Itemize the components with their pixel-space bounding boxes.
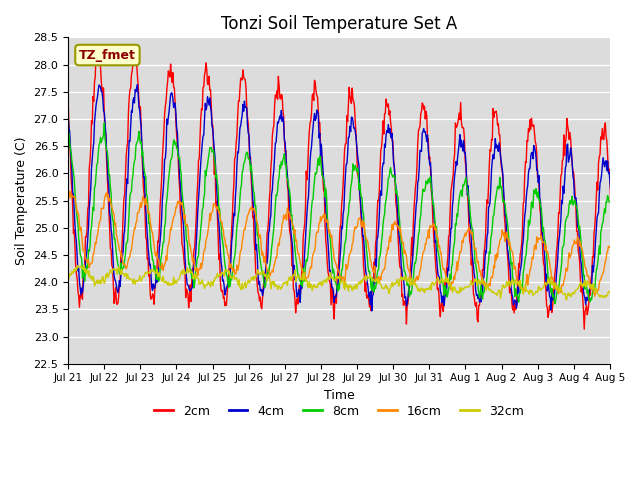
4cm (64, 113, 72, 119)
Legend: 2cm, 4cm, 8cm, 16cm, 32cm: 2cm, 4cm, 8cm, 16cm, 32cm (149, 400, 529, 423)
2cm (580, 326, 588, 332)
Title: Tonzi Soil Temperature Set A: Tonzi Soil Temperature Set A (221, 15, 457, 33)
8cm (100, 120, 108, 126)
Line: 8cm: 8cm (68, 123, 640, 307)
2cm (93, 42, 100, 48)
32cm (268, 281, 275, 287)
4cm (132, 89, 140, 95)
32cm (64, 276, 72, 281)
32cm (289, 272, 297, 278)
4cm (134, 82, 141, 87)
16cm (268, 269, 275, 275)
8cm (133, 140, 141, 146)
8cm (450, 243, 458, 249)
2cm (268, 156, 275, 162)
2cm (450, 158, 458, 164)
32cm (563, 297, 570, 303)
16cm (450, 274, 458, 279)
8cm (621, 304, 628, 310)
32cm (450, 287, 458, 293)
Line: 16cm: 16cm (68, 191, 640, 298)
16cm (418, 258, 426, 264)
32cm (418, 285, 426, 291)
4cm (289, 272, 297, 278)
16cm (66, 188, 74, 194)
Text: TZ_fmet: TZ_fmet (79, 48, 136, 61)
32cm (239, 286, 247, 292)
4cm (368, 308, 376, 314)
2cm (133, 62, 141, 68)
4cm (419, 131, 426, 136)
4cm (451, 172, 458, 178)
16cm (64, 197, 72, 203)
2cm (239, 67, 247, 73)
8cm (418, 201, 426, 207)
8cm (239, 168, 247, 173)
Line: 4cm: 4cm (68, 84, 640, 311)
2cm (289, 287, 297, 292)
16cm (239, 236, 247, 241)
8cm (64, 131, 72, 137)
4cm (268, 192, 275, 197)
2cm (64, 97, 72, 103)
16cm (133, 219, 141, 225)
4cm (239, 101, 247, 107)
16cm (623, 295, 631, 300)
Line: 32cm: 32cm (68, 265, 640, 300)
8cm (289, 223, 297, 229)
16cm (289, 223, 297, 229)
2cm (418, 108, 426, 114)
Y-axis label: Soil Temperature (C): Soil Temperature (C) (15, 136, 28, 265)
32cm (133, 278, 141, 284)
8cm (268, 245, 275, 251)
Line: 2cm: 2cm (68, 45, 640, 329)
32cm (80, 262, 88, 268)
X-axis label: Time: Time (324, 389, 355, 402)
